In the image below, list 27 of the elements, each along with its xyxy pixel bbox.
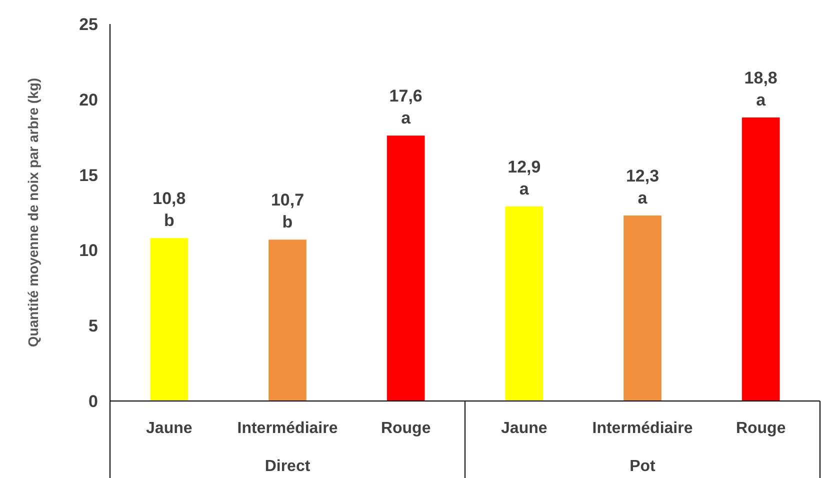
bar — [742, 117, 780, 401]
y-tick-label: 10 — [79, 241, 98, 260]
bar — [505, 206, 544, 401]
y-tick-label: 15 — [79, 166, 98, 185]
y-tick-label: 25 — [79, 14, 98, 34]
y-axis-title: Quantité moyenne de noix par arbre (kg) — [25, 78, 41, 348]
y-tick-label: 20 — [79, 90, 98, 110]
x-tick-label: Intermédiaire — [592, 420, 693, 437]
data-label: 12,3 a — [626, 166, 660, 208]
x-tick-label: Jaune — [146, 420, 192, 437]
bar — [624, 216, 662, 401]
y-tick-label: 5 — [88, 316, 98, 336]
x-tick-label: Intermédiaire — [237, 420, 338, 437]
bar — [150, 238, 188, 401]
text: Direct — [264, 458, 311, 475]
x-tick-label: Jaune — [501, 420, 548, 437]
data-label: 10,7 b — [270, 190, 304, 232]
x-tick-label: Rouge — [380, 420, 431, 437]
data-label: 18,8 a — [744, 68, 778, 110]
data-label: 17,6 a — [389, 86, 422, 128]
data-label: 12,9 a — [508, 157, 541, 198]
bar — [386, 136, 425, 401]
bar — [268, 240, 306, 401]
text: Pot — [630, 458, 656, 475]
y-tick-label: 0 — [88, 392, 98, 411]
data-label: 10,8 b — [152, 189, 186, 230]
x-tick-label: Rouge — [736, 420, 786, 437]
